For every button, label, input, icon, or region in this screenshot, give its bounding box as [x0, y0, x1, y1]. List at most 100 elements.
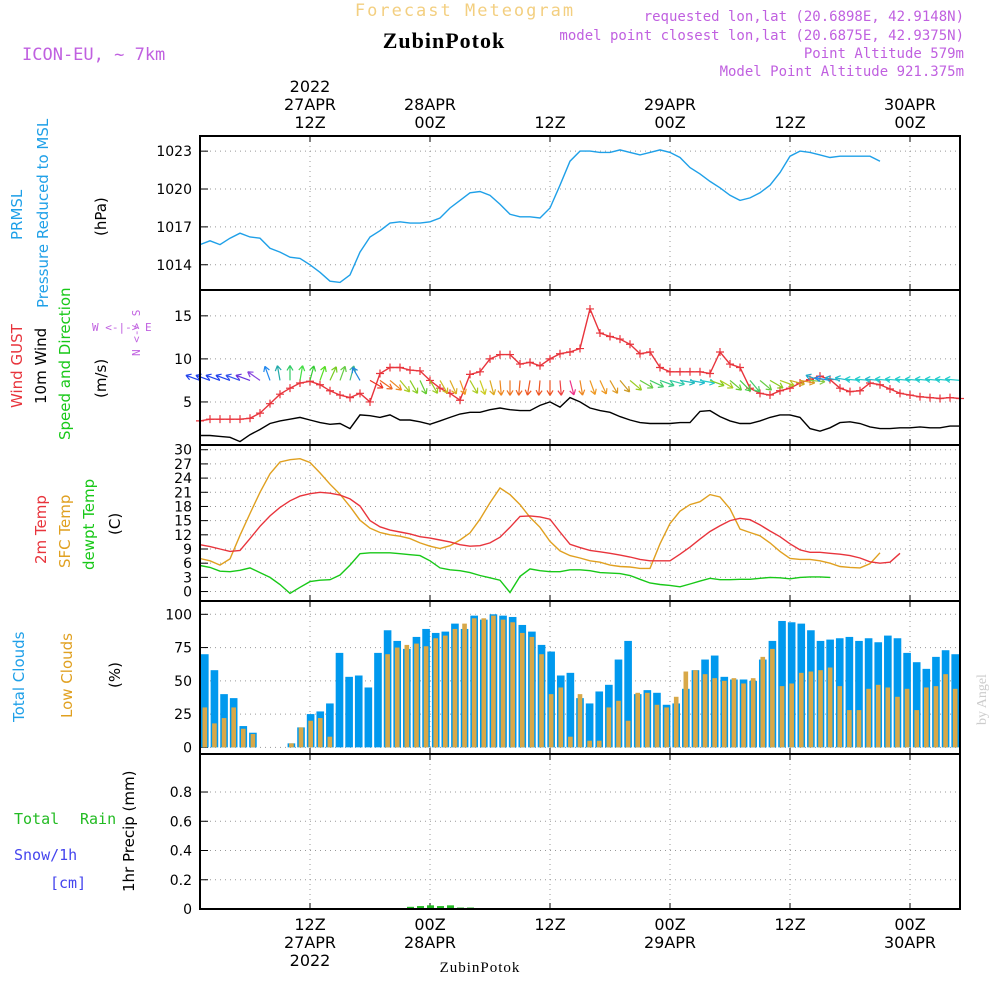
wind-direction-arrow: [399, 380, 411, 393]
wind-direction-arrow: [609, 380, 619, 394]
wind-gust-point: [246, 414, 254, 423]
wind-gust-point: [316, 380, 324, 389]
low-clouds-bar: [606, 707, 612, 748]
wind-gust-point: [546, 354, 554, 363]
low-clouds-bar: [394, 647, 400, 748]
total-clouds-bar: [855, 640, 863, 748]
low-clouds-bar: [231, 707, 236, 748]
wind-direction-arrow: [649, 379, 665, 388]
total-clouds-bar: [778, 620, 786, 748]
wind-gust-point: [676, 367, 684, 376]
wind-direction-arrow: [185, 373, 201, 381]
low-clouds-bar: [317, 718, 323, 748]
low-clouds-bar: [924, 687, 929, 748]
wind-gust-point: [496, 350, 504, 359]
wind-direction-arrow: [619, 380, 631, 393]
precip-ytick-label: 0: [183, 902, 192, 918]
wind-direction-arrow: [629, 379, 643, 391]
point-altitude: Point Altitude 579m: [804, 46, 964, 62]
wind-gust-point: [486, 354, 494, 363]
wind-direction-arrow: [247, 371, 261, 381]
wind-gust-point: [506, 350, 514, 359]
wind-panel-labels: Wind GUST 10m Wind Speed and Direction (…: [8, 287, 152, 440]
total-clouds-bar: [893, 638, 902, 748]
low-clouds-bar: [933, 686, 939, 748]
low-clouds-bar: [625, 720, 631, 748]
low-clouds-bar: [904, 688, 910, 748]
wind-gust-point: [566, 348, 574, 356]
model-name: ICON-EU, ~ 7km: [22, 45, 165, 65]
top-time-label: 29APR: [644, 95, 696, 114]
low-clouds-bar: [693, 670, 698, 748]
wind-direction-arrow: [225, 373, 241, 381]
wind-gust-point: [616, 335, 624, 344]
requested-coords: requested lon,lat (20.6898E, 42.9148N): [644, 9, 964, 25]
wind-direction-arrow: [419, 380, 428, 395]
chart-panels: 1014101710201023510150369121518212427300…: [156, 135, 964, 918]
wind-gust-point: [346, 393, 354, 402]
wind-label-unit: (m/s): [92, 359, 110, 398]
low-clouds-bar: [519, 632, 525, 748]
wind-direction-arrow: [459, 380, 467, 395]
wind-direction-arrow: [569, 380, 577, 396]
low-clouds-bar: [712, 678, 717, 748]
wind-direction-arrow: [309, 365, 317, 381]
low-clouds-bar: [943, 674, 948, 748]
bottom-time-label: 12Z: [294, 915, 325, 934]
wind-direction-arrow: [319, 365, 327, 381]
wind-gust-point: [846, 387, 854, 396]
low-clouds-bar: [558, 687, 564, 748]
low-clouds-bar: [443, 635, 448, 748]
wind-direction-arrow: [944, 376, 961, 383]
low-clouds-bar: [885, 687, 891, 748]
precip-label-rain: Rain: [80, 810, 116, 828]
wind-gust-point: [856, 386, 864, 395]
wind-gust-point: [206, 415, 214, 424]
pressure-line: [199, 149, 881, 284]
clouds-label-total: Total Clouds: [10, 631, 28, 723]
low-clouds-bar: [856, 710, 862, 748]
total-clouds-bar: [201, 654, 209, 748]
pressure-ytick-label: 1023: [156, 144, 192, 160]
location-title: ZubinPotok: [383, 28, 506, 53]
total-clouds-bar: [345, 676, 353, 748]
precip-ytick-label: 0.2: [170, 873, 192, 889]
wind-direction-arrow: [535, 380, 543, 396]
clouds-panel: 0 25 50 75 100: [165, 600, 961, 756]
wind-direction-arrow: [389, 379, 403, 391]
total-clouds-bar: [374, 652, 382, 748]
low-clouds-bar: [760, 656, 766, 748]
wind-direction-arrow: [779, 379, 795, 388]
wind-gust-point: [416, 366, 424, 375]
wind-gust-point: [266, 399, 274, 408]
wind-gust-point: [896, 389, 904, 398]
wind-gust-point: [646, 348, 654, 356]
wind-direction-arrow: [524, 380, 532, 396]
temp-label-dew: dewpt Temp: [80, 479, 98, 570]
wind-gust-point: [696, 367, 704, 376]
wind-direction-arrow: [557, 380, 565, 396]
wind-gust-point: [386, 363, 394, 372]
bottom-time-label: 30APR: [884, 933, 936, 952]
total-clouds-bar: [326, 703, 334, 748]
precip-frame: [199, 753, 961, 910]
clouds-ytick-label: 75: [174, 641, 192, 657]
top-time-label: 00Z: [654, 113, 685, 132]
wind-label-10m: 10m Wind: [32, 328, 50, 404]
precip-ytick-label: 0.6: [170, 814, 192, 830]
temp-label-sfc: SFC Temp: [56, 495, 74, 568]
pressure-frame: [199, 135, 961, 291]
compass-we: W <-|-> E: [92, 321, 152, 334]
top-time-label: 28APR: [404, 95, 456, 114]
top-time-label: 12Z: [774, 113, 805, 132]
total-clouds-bar: [585, 703, 594, 748]
low-clouds-bar: [481, 618, 487, 748]
low-clouds-bar: [673, 696, 679, 748]
low-clouds-bar: [596, 740, 602, 748]
wind-gust-point: [666, 367, 674, 376]
total-clouds-bar: [566, 672, 575, 748]
low-clouds-bar: [645, 692, 650, 748]
low-clouds-bar: [289, 743, 294, 748]
pressure-label-name: Pressure Reduced to MSL: [34, 118, 52, 308]
